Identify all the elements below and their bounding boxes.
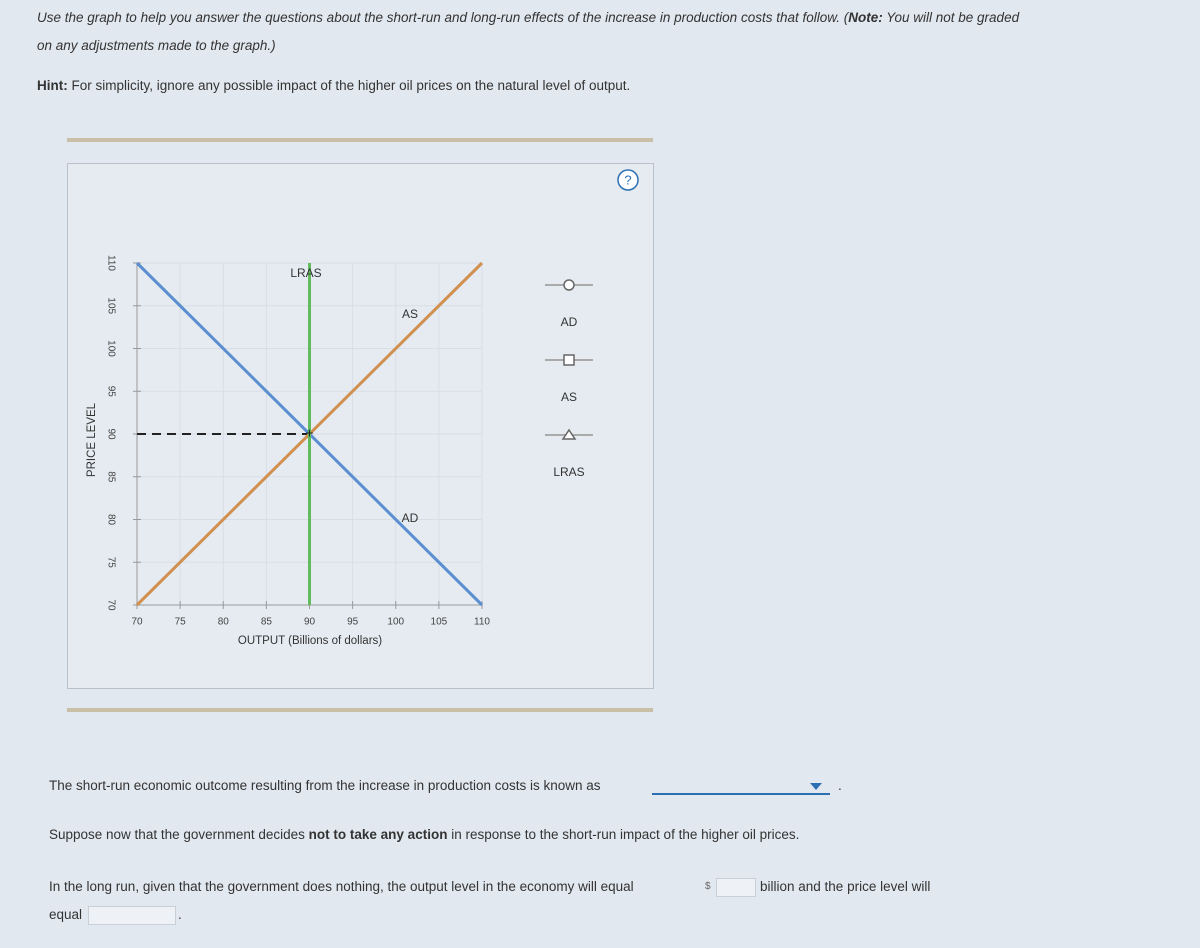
- curve-label: AD: [402, 511, 419, 525]
- legend-marker: [561, 428, 577, 440]
- period: .: [838, 778, 842, 793]
- x-tick-label: 85: [261, 617, 273, 628]
- x-tick-label: 80: [218, 617, 230, 628]
- price-input[interactable]: [88, 906, 176, 925]
- dropdown-arrow: [810, 783, 822, 790]
- hint-bold: Hint:: [37, 78, 68, 93]
- y-tick-label: 80: [105, 514, 116, 526]
- question-1: The short-run economic outcome resulting…: [49, 778, 601, 793]
- x-tick-label: 90: [304, 617, 316, 628]
- output-input[interactable]: [716, 878, 756, 897]
- y-tick-label: 95: [105, 386, 116, 398]
- divider: [67, 138, 653, 142]
- x-tick-label: 110: [474, 617, 490, 628]
- hint: Hint: For simplicity, ignore any possibl…: [37, 72, 630, 100]
- legend-label: AD: [561, 315, 578, 329]
- q2-bold: not to take any action: [308, 827, 448, 842]
- crosshair: +: [305, 425, 313, 441]
- help-text[interactable]: ?: [624, 172, 631, 187]
- y-tick-label: 75: [105, 557, 116, 569]
- divider: [67, 708, 653, 712]
- q2-text: in response to the short-run impact of t…: [447, 827, 800, 842]
- y-tick-label: 105: [105, 297, 116, 314]
- legend-label: LRAS: [553, 465, 584, 479]
- dropdown[interactable]: [652, 778, 830, 795]
- curve-label: AS: [402, 307, 418, 321]
- intro-text: Use the graph to help you answer the que…: [37, 10, 849, 25]
- legend-label: AS: [561, 390, 577, 404]
- y-tick-label: 100: [105, 340, 116, 357]
- question-3: In the long run, given that the governme…: [49, 879, 634, 894]
- y-tick-label: 90: [105, 428, 116, 440]
- y-axis-label: PRICE LEVEL: [86, 402, 98, 477]
- intro-bold: Note:: [848, 10, 883, 25]
- question-3-end: equal: [49, 907, 83, 922]
- x-tick-label: 95: [347, 617, 359, 628]
- intro-text: You will not be graded on any adjustment…: [37, 10, 1020, 53]
- graph-panel: [67, 163, 654, 689]
- intro: Use the graph to help you answer the que…: [37, 4, 1037, 60]
- x-axis-label: OUTPUT (Billions of dollars): [238, 635, 382, 647]
- curve-label: LRAS: [290, 266, 321, 280]
- y-tick-label: 70: [105, 599, 116, 611]
- legend-marker: [563, 354, 575, 366]
- x-tick-label: 100: [387, 617, 404, 628]
- y-tick-label: 85: [105, 471, 116, 483]
- period: .: [178, 907, 182, 922]
- help-icon[interactable]: [617, 169, 639, 191]
- x-tick-label: 70: [131, 617, 143, 628]
- question-3-middle: billion and the price level will: [760, 879, 931, 894]
- hint-text: For simplicity, ignore any possible impa…: [67, 78, 631, 93]
- x-tick-label: 105: [431, 617, 448, 628]
- currency: $: [705, 881, 711, 892]
- x-tick-label: 75: [175, 617, 187, 628]
- question-2: Suppose now that the government decides …: [49, 821, 799, 849]
- y-tick-label: 110: [105, 255, 116, 271]
- q2-text: Suppose now that the government decides: [49, 827, 309, 842]
- legend-marker: [563, 279, 575, 291]
